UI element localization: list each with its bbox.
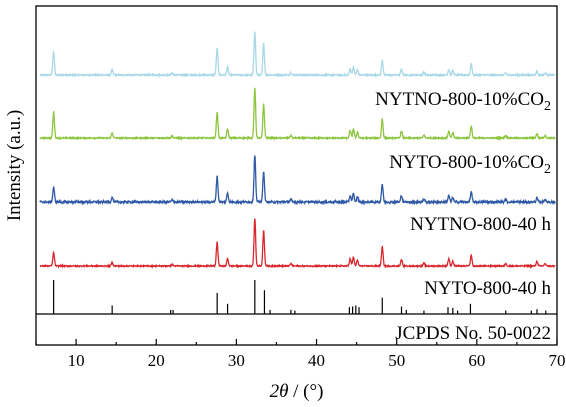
reference-pattern-lines — [53, 280, 547, 314]
series-label: NYTNO-800-10%CO2 — [375, 89, 551, 114]
series-label-main: NYTNO-800-10%CO — [375, 89, 544, 110]
series-line — [39, 218, 556, 269]
x-axis-title-variable: 2θ — [270, 381, 289, 402]
series-label-subscript: 2 — [544, 99, 551, 114]
series-label-main: NYTO-800-40 h — [424, 278, 551, 299]
x-tick-label: 40 — [308, 351, 325, 370]
x-tick-label: 50 — [388, 351, 405, 370]
series-line — [39, 31, 556, 79]
x-tick-label: 20 — [148, 351, 165, 370]
x-tick-label: 30 — [228, 351, 245, 370]
series-line — [39, 87, 556, 142]
x-tick-label: 10 — [68, 351, 85, 370]
series-label: NYTO-800-40 h — [424, 278, 551, 299]
reference-label: JCPDS No. 50-0022 — [395, 323, 551, 344]
x-tick-label: 70 — [549, 351, 566, 370]
series-label-main: NYTO-800-10%CO — [389, 152, 544, 173]
plot-frame — [35, 5, 558, 346]
x-axis-ticks: 10 20 30 40 50 60 70 — [35, 339, 566, 370]
x-tick-label: 60 — [468, 351, 485, 370]
series-label-subscript: 2 — [544, 162, 551, 177]
series-labels: NYTNO-800-10%CO2NYTO-800-10%CO2NYTNO-800… — [375, 89, 551, 299]
x-axis-title-unit: / (°) — [288, 381, 323, 402]
y-axis-title: Intensity (a.u.) — [4, 110, 25, 221]
x-axis-title: 2θ / (°) — [270, 381, 324, 402]
series-label-main: NYTNO-800-40 h — [410, 214, 551, 235]
series-label: NYTNO-800-40 h — [410, 214, 551, 235]
series-traces — [39, 31, 556, 269]
series-line — [39, 155, 556, 206]
series-label: NYTO-800-10%CO2 — [389, 152, 551, 177]
